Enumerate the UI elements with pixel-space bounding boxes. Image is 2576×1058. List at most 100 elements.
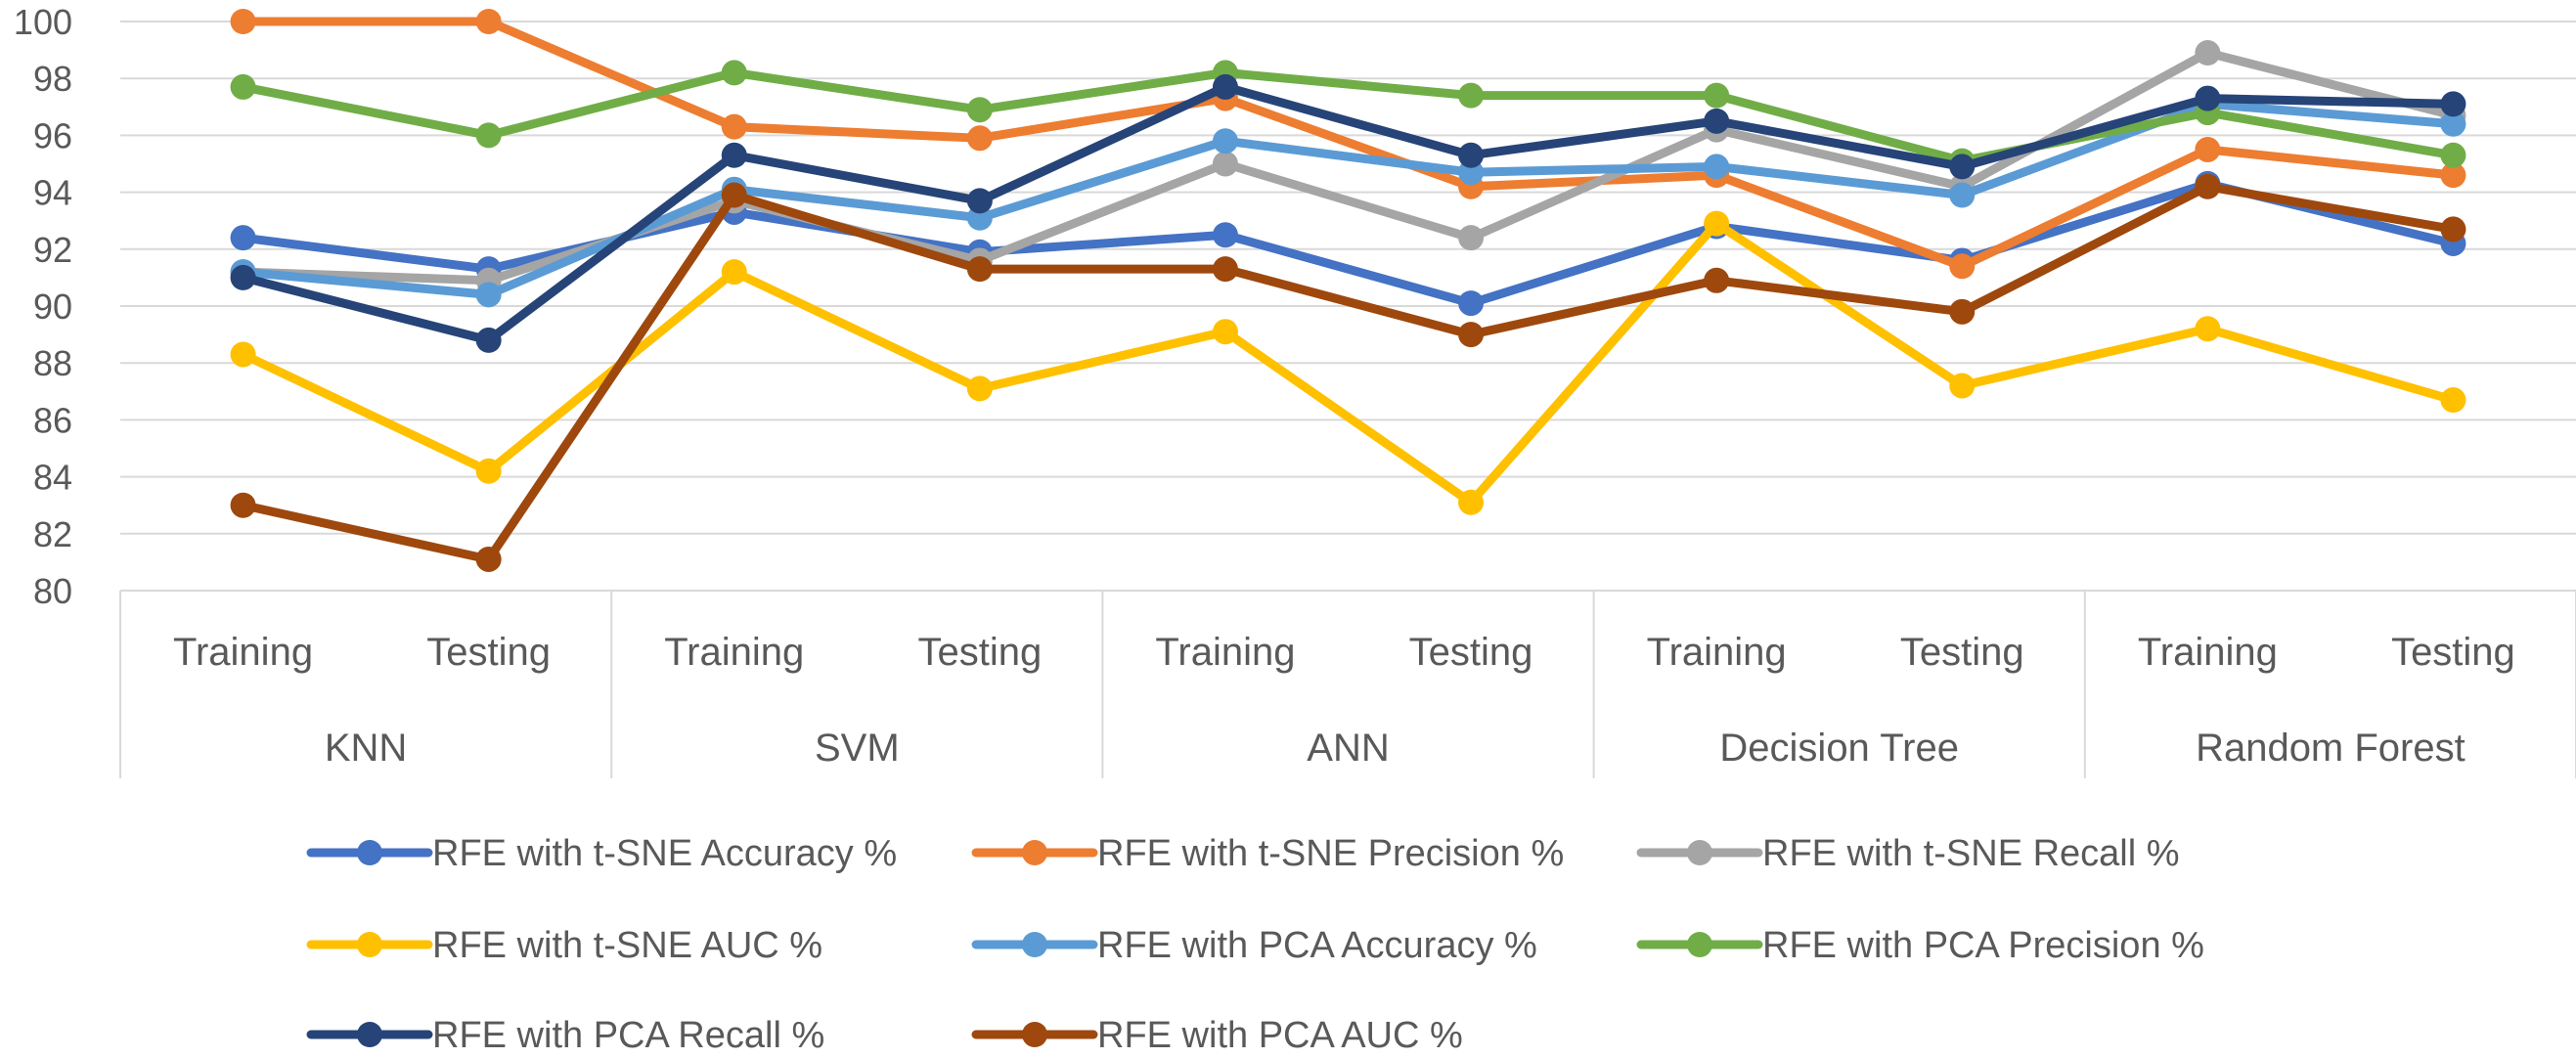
legend-marker xyxy=(1687,840,1712,865)
data-point xyxy=(1458,82,1485,109)
data-point xyxy=(1458,225,1485,251)
data-point xyxy=(2440,216,2466,242)
legend-marker xyxy=(357,840,382,865)
x-tick-label: Testing xyxy=(426,631,551,674)
group-label-knn: KNN xyxy=(325,727,407,770)
axes: 80 82 84 86 88 90 92 94 96 98 100 Training Testing Tr… xyxy=(14,2,2576,778)
data-point xyxy=(230,9,256,34)
legend-marker xyxy=(1022,840,1047,865)
data-point xyxy=(1704,154,1730,180)
data-point xyxy=(721,259,747,286)
data-point xyxy=(230,73,256,100)
data-point xyxy=(2440,91,2466,117)
series-rfe-with-t-sne-precision xyxy=(230,9,2466,280)
data-point xyxy=(1704,267,1730,293)
data-point xyxy=(475,327,502,353)
data-point xyxy=(2440,387,2466,414)
y-tick-label: 98 xyxy=(33,59,72,99)
x-tick-label: Training xyxy=(173,631,313,674)
data-point xyxy=(1704,82,1730,109)
data-point xyxy=(475,458,502,484)
legend: RFE with t-SNE Accuracy % RFE with t-SNE … xyxy=(306,833,2204,1056)
data-point xyxy=(230,341,256,368)
data-point xyxy=(475,546,502,572)
data-point xyxy=(2195,136,2221,162)
data-point xyxy=(1212,73,1238,100)
x-tick-label: Training xyxy=(664,631,804,674)
data-point xyxy=(2440,142,2466,168)
data-point xyxy=(721,113,747,140)
y-tick-label: 86 xyxy=(33,400,72,440)
y-tick-label: 96 xyxy=(33,115,72,155)
group-label-ann: ANN xyxy=(1307,727,1389,770)
legend-marker xyxy=(357,1022,382,1047)
data-point xyxy=(1458,489,1485,515)
legend-label: RFE with t-SNE AUC % xyxy=(432,925,822,966)
data-point xyxy=(721,142,747,168)
data-point xyxy=(1212,256,1238,283)
x-tick-label: Testing xyxy=(917,631,1042,674)
legend-item-rfe-with-t-sne-auc: RFE with t-SNE AUC % xyxy=(306,925,822,966)
legend-item-rfe-with-t-sne-precision: RFE with t-SNE Precision % xyxy=(971,833,1564,874)
y-tick-label: 84 xyxy=(33,458,72,498)
data-point xyxy=(1704,108,1730,134)
y-tick-label: 92 xyxy=(33,230,72,270)
data-point xyxy=(1458,142,1485,168)
legend-label: RFE with PCA Precision % xyxy=(1762,925,2204,966)
data-point xyxy=(966,375,993,402)
data-point xyxy=(2195,85,2221,111)
data-point xyxy=(1212,151,1238,177)
legend-marker xyxy=(357,932,382,957)
legend-marker xyxy=(1687,932,1712,957)
data-point xyxy=(230,492,256,518)
legend-item-rfe-with-t-sne-accuracy: RFE with t-SNE Accuracy % xyxy=(306,833,897,874)
series-line xyxy=(239,99,2458,299)
data-point xyxy=(2195,40,2221,66)
legend-marker xyxy=(1022,932,1047,957)
y-tick-label: 90 xyxy=(33,287,72,327)
data-point xyxy=(475,282,502,308)
x-tick-label: Training xyxy=(1155,631,1295,674)
data-point xyxy=(1212,128,1238,154)
x-tick-label: Testing xyxy=(1900,631,2024,674)
x-tick-label: Training xyxy=(2138,631,2278,674)
series-line xyxy=(239,82,2458,345)
legend-label: RFE with PCA Recall % xyxy=(432,1015,824,1056)
data-point xyxy=(1458,322,1485,348)
y-tick-label: 100 xyxy=(14,2,72,42)
y-tick-label: 82 xyxy=(33,514,72,554)
data-point xyxy=(966,188,993,214)
data-point xyxy=(1704,210,1730,237)
legend-item-rfe-with-t-sne-recall: RFE with t-SNE Recall % xyxy=(1636,833,2180,874)
legend-label: RFE with PCA Accuracy % xyxy=(1097,925,1537,966)
x-tick-label: Training xyxy=(1647,631,1787,674)
data-point xyxy=(475,122,502,149)
data-point xyxy=(1458,290,1485,317)
data-point xyxy=(966,97,993,123)
legend-item-rfe-with-pca-recall: RFE with PCA Recall % xyxy=(306,1015,824,1056)
data-point xyxy=(475,9,502,34)
group-label-random-forest: Random Forest xyxy=(2196,727,2465,770)
series-rfe-with-pca-auc xyxy=(230,173,2466,572)
legend-label: RFE with PCA AUC % xyxy=(1097,1015,1463,1056)
data-point xyxy=(230,225,256,251)
data-point xyxy=(966,125,993,152)
legend-item-rfe-with-pca-accuracy: RFE with PCA Accuracy % xyxy=(971,925,1537,966)
legend-label: RFE with t-SNE Recall % xyxy=(1762,833,2180,874)
legend-marker xyxy=(1022,1022,1047,1047)
x-tick-label: Testing xyxy=(2391,631,2515,674)
y-tick-label: 88 xyxy=(33,343,72,383)
data-point xyxy=(1949,298,1976,325)
group-label-svm: SVM xyxy=(815,727,900,770)
data-point xyxy=(721,182,747,208)
x-tick-label: Testing xyxy=(1409,631,1533,674)
data-point xyxy=(1212,319,1238,345)
series-lines xyxy=(230,9,2466,572)
data-point xyxy=(1949,154,1976,180)
legend-label: RFE with t-SNE Accuracy % xyxy=(432,833,897,874)
data-point xyxy=(1949,373,1976,399)
data-point xyxy=(2440,110,2466,137)
data-point xyxy=(2195,316,2221,342)
data-point xyxy=(1949,253,1976,280)
